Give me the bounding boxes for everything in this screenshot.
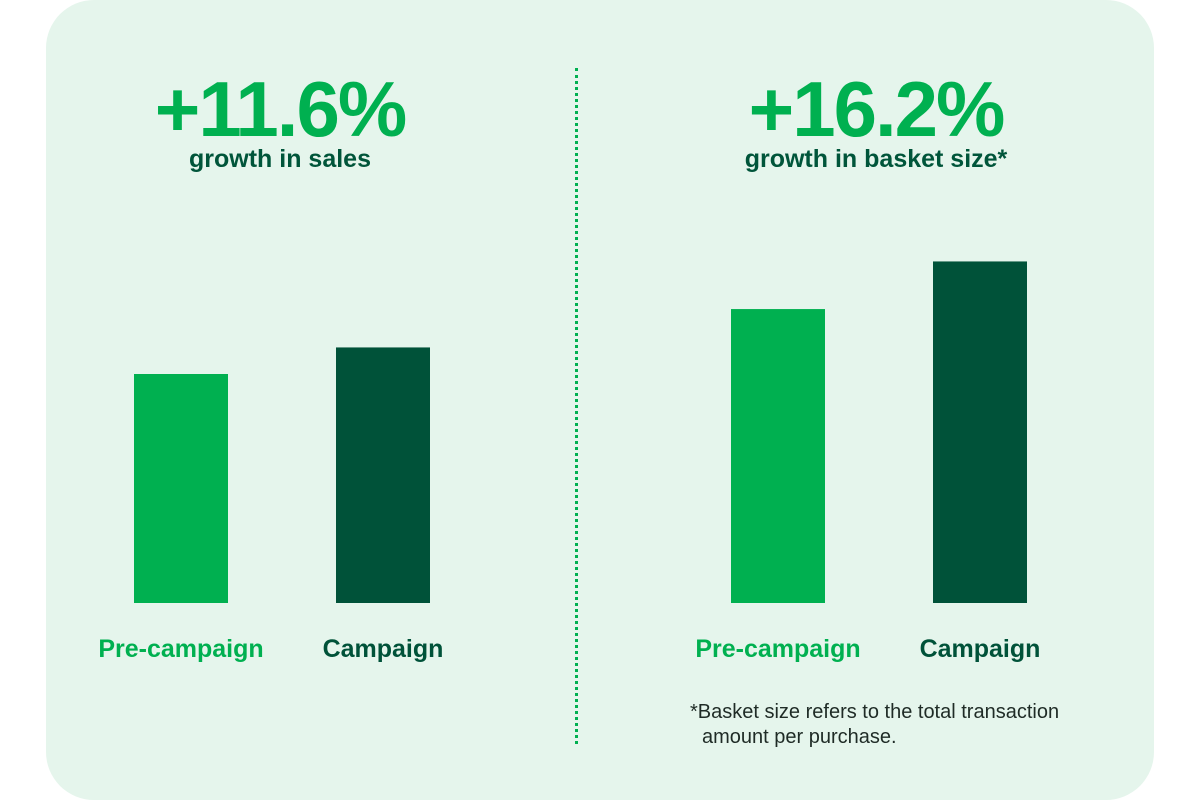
- footnote-line-2: amount per purchase.: [702, 726, 897, 748]
- sales-panel: +11.6% growth in sales: [80, 0, 480, 800]
- bar-pre-campaign-1: [731, 309, 825, 603]
- category-label-0-0: Pre-campaign: [98, 635, 263, 663]
- category-label-1-0: Pre-campaign: [695, 635, 860, 663]
- dotted-divider: [575, 68, 578, 744]
- bar-campaign-0: [336, 347, 430, 603]
- basket-growth-label: growth in basket size*: [744, 145, 1008, 173]
- category-label-0-1: Campaign: [323, 635, 444, 663]
- sales-growth-label: growth in sales: [189, 145, 371, 173]
- basket-panel: +16.2% growth in basket size*: [676, 0, 1076, 800]
- sales-growth-value: +11.6%: [154, 65, 407, 153]
- category-label-1-1: Campaign: [920, 635, 1041, 663]
- footnote-line-1: *Basket size refers to the total transac…: [690, 701, 1060, 723]
- basket-growth-value: +16.2%: [748, 65, 1006, 153]
- footnote: *Basket size refers to the total transac…: [690, 700, 1130, 750]
- bar-pre-campaign-0: [134, 374, 228, 603]
- bar-campaign-1: [933, 261, 1027, 603]
